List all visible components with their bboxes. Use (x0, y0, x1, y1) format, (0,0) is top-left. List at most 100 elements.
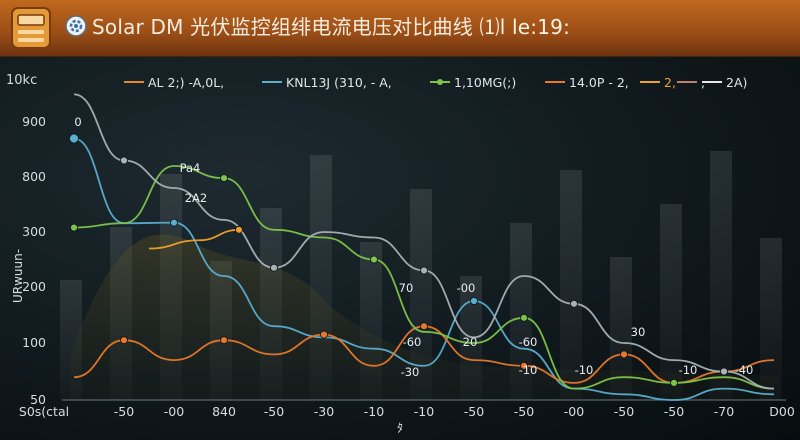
x-tick-label: -50 (114, 404, 134, 419)
legend-item: AL 2;) -A,0L, (124, 75, 224, 90)
annotation-label: -10 (679, 363, 698, 377)
series-path (148, 228, 240, 250)
x-tick-label: -10 (414, 404, 434, 419)
x-axis-label: ﾀ (397, 421, 403, 435)
data-point (120, 156, 128, 165)
y-tick-label: 300 (22, 224, 46, 239)
annotation-group: Pa4 2A2 0 70 -00 -60 20 -60 -10 -30 -10 30 -40 -10 (74, 115, 753, 379)
data-point (720, 367, 728, 376)
title-suffix: ⑴l le:19: (479, 15, 571, 39)
legend-item: 14.0P - 2, (545, 75, 629, 90)
annotation-label: -10 (575, 363, 594, 377)
background-column (760, 238, 782, 400)
series-line (70, 165, 775, 390)
background-column (610, 257, 632, 400)
series-line (148, 225, 243, 250)
legend-item: KNL13J (310, - A, (262, 75, 392, 90)
background-column (710, 151, 732, 400)
data-point (270, 263, 278, 272)
annotation-label: -60 (403, 335, 422, 349)
x-tick-label: -30 (314, 404, 334, 419)
x-tick-label: -50 (614, 404, 634, 419)
x-tick-label: -50 (264, 404, 284, 419)
x-axis-ticks: S0s(ctal -50 -00 840 -50 -30 -10 -10 -50 -50 -00 -5… (19, 404, 795, 419)
data-point (120, 336, 128, 345)
background-column (410, 189, 432, 400)
series-path (73, 165, 775, 390)
annotation-label: 30 (631, 325, 646, 339)
data-point (220, 174, 228, 182)
y-axis-ticks: 50 100 200 300 800 900 (22, 114, 46, 407)
line-chart: AL 2;) -A,0L, KNL13J (310, - A, 1,10MG(;) 1… (6, 73, 795, 435)
background-column (560, 170, 582, 400)
background-column (660, 204, 682, 400)
y-tick-label: 800 (22, 169, 46, 184)
x-tick-label: -00 (564, 404, 584, 419)
data-point (70, 223, 78, 232)
annotation-label: -10 (519, 363, 538, 377)
x-tick-label: -50 (464, 404, 484, 419)
data-point (420, 322, 428, 331)
data-point (570, 299, 578, 308)
series-path (73, 137, 775, 401)
annotation-label: 20 (463, 335, 478, 349)
annotation-label: 2A2 (185, 191, 208, 205)
x-tick-label: -00 (164, 404, 184, 419)
x-tick-label: D00 (769, 404, 795, 419)
legend-label: 2A) (726, 75, 747, 90)
data-point (420, 266, 428, 275)
legend-label: 1,10MG(;) (454, 75, 516, 90)
legend-marker (437, 79, 443, 85)
y-axis-top-label: 10kc (6, 73, 37, 88)
annotation-label: -00 (457, 281, 476, 295)
data-point (220, 336, 228, 345)
series-path (73, 325, 775, 384)
y-tick-label: 100 (22, 335, 46, 350)
annotation-label: 70 (399, 281, 414, 295)
solar-panel-icon (11, 7, 51, 49)
x-tick-label: -10 (364, 404, 384, 419)
x-tick-label: 840 (212, 404, 236, 419)
title-bar: Solar DM 光伏监控组绯电流电压对比曲线 ⑴l le:19: (0, 0, 800, 57)
legend-label: 2, (664, 75, 676, 90)
data-point (520, 313, 528, 322)
series-line (73, 93, 775, 390)
legend-item: 2A) (702, 75, 747, 90)
chart-legend: AL 2;) -A,0L, KNL13J (310, - A, 1,10MG(;) 1… (124, 75, 747, 90)
title-text: Solar DM 光伏监控组绯电流电压对比曲线 (92, 15, 473, 39)
data-point (670, 378, 678, 387)
x-tick-label: -50 (664, 404, 684, 419)
series-group (69, 93, 775, 401)
y-axis-label: URwuun- (11, 249, 25, 303)
annotation-label: -60 (519, 335, 538, 349)
x-tick-label: S0s(ctal (19, 404, 69, 419)
data-point (620, 350, 628, 359)
annotation-label: -30 (401, 365, 420, 379)
x-tick-label: -50 (514, 404, 534, 419)
legend-item: 2, (640, 75, 676, 90)
data-point (320, 330, 328, 339)
y-tick-label: 50 (30, 392, 46, 407)
legend-item: 1,10MG(;) (430, 75, 516, 90)
annotation-label: Pa4 (180, 161, 201, 175)
data-point (170, 218, 178, 227)
legend-label: AL 2;) -A,0L, (148, 75, 224, 90)
data-point (370, 255, 378, 264)
legend-item: , (677, 75, 705, 90)
annotation-label: 0 (74, 115, 81, 129)
page-title: Solar DM 光伏监控组绯电流电压对比曲线 ⑴l le:19: (92, 14, 570, 40)
data-point (470, 297, 478, 305)
series-line (69, 133, 775, 401)
data-point (69, 133, 79, 144)
y-tick-label: 900 (22, 114, 46, 129)
y-tick-label: 200 (22, 279, 46, 294)
data-point (235, 225, 243, 234)
x-tick-label: -70 (714, 404, 734, 419)
background-column (510, 223, 532, 400)
legend-label: 14.0P - 2, (569, 75, 629, 90)
gear-icon[interactable] (64, 14, 88, 38)
shaded-area (70, 234, 780, 400)
data-point (520, 361, 528, 370)
annotation-label: -40 (735, 363, 754, 377)
